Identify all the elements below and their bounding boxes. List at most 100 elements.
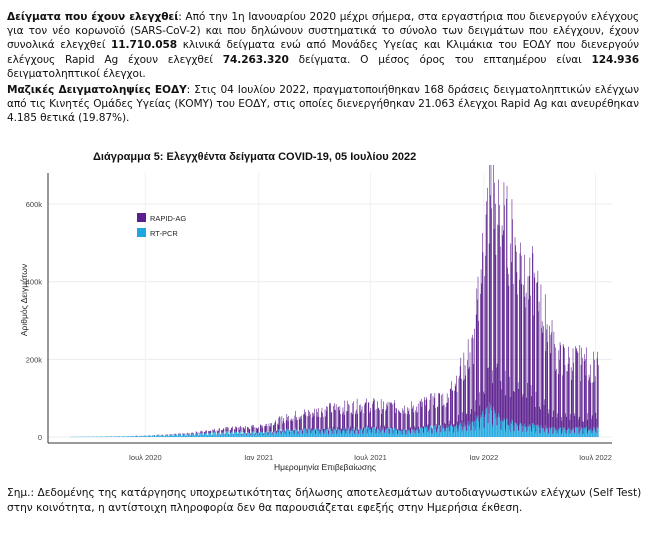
bar-rapid-ag bbox=[577, 352, 579, 428]
bar-rt-pcr bbox=[329, 428, 330, 437]
bar-rt-pcr bbox=[525, 426, 527, 437]
bar-rt-pcr bbox=[207, 435, 209, 437]
bar-rt-pcr bbox=[448, 432, 450, 437]
bar-rt-pcr bbox=[450, 425, 452, 437]
bar-rt-pcr bbox=[130, 436, 132, 437]
bar-rt-pcr bbox=[197, 434, 198, 437]
bar-rapid-ag bbox=[492, 383, 494, 428]
bar-rapid-ag bbox=[206, 430, 207, 434]
bar-rt-pcr bbox=[594, 429, 596, 437]
bar-rt-pcr bbox=[494, 410, 495, 437]
bar-rt-pcr bbox=[356, 429, 357, 437]
bar-rapid-ag bbox=[308, 409, 309, 429]
bar-rt-pcr bbox=[114, 436, 116, 437]
bar-rt-pcr bbox=[297, 434, 299, 437]
bar-rt-pcr bbox=[462, 430, 463, 437]
bar-rapid-ag bbox=[264, 426, 266, 433]
bar-rapid-ag bbox=[165, 434, 167, 436]
bar-rapid-ag bbox=[539, 406, 541, 434]
bar-rt-pcr bbox=[254, 435, 256, 437]
bar-rt-pcr bbox=[332, 434, 333, 437]
bar-rapid-ag bbox=[444, 423, 446, 432]
bar-rt-pcr bbox=[388, 433, 389, 437]
bar-rt-pcr bbox=[180, 434, 182, 437]
bar-rapid-ag bbox=[258, 433, 260, 436]
bar-rapid-ag bbox=[381, 413, 383, 431]
bar-rapid-ag bbox=[475, 400, 476, 429]
bar-rt-pcr bbox=[302, 433, 304, 437]
bar-rt-pcr bbox=[327, 433, 329, 437]
bar-rt-pcr bbox=[148, 435, 150, 437]
bar-rapid-ag bbox=[376, 408, 378, 430]
bar-rapid-ag bbox=[341, 428, 343, 434]
bar-rt-pcr bbox=[410, 433, 412, 437]
bar-rt-pcr bbox=[574, 433, 576, 437]
bar-rapid-ag bbox=[360, 411, 362, 431]
bar-rapid-ag bbox=[334, 403, 335, 429]
bar-rapid-ag bbox=[182, 433, 183, 435]
bar-rt-pcr bbox=[451, 426, 453, 437]
bar-rt-pcr bbox=[237, 434, 238, 437]
bar-rt-pcr bbox=[496, 425, 498, 437]
bar-rapid-ag bbox=[461, 378, 462, 427]
bar-rt-pcr bbox=[596, 427, 598, 437]
bar-rt-pcr bbox=[466, 430, 468, 437]
bar-rt-pcr bbox=[567, 430, 568, 437]
bar-rt-pcr bbox=[420, 427, 421, 437]
bar-rt-pcr bbox=[109, 436, 111, 437]
bar-rapid-ag bbox=[312, 412, 314, 430]
bar-rt-pcr bbox=[204, 433, 206, 437]
bar-rt-pcr bbox=[231, 432, 233, 437]
bar-rt-pcr bbox=[361, 428, 363, 437]
bar-rt-pcr bbox=[569, 428, 570, 437]
bar-rapid-ag bbox=[426, 399, 428, 428]
bar-rapid-ag bbox=[409, 427, 411, 434]
bar-rapid-ag bbox=[258, 427, 259, 433]
bar-rt-pcr bbox=[564, 427, 565, 437]
bar-rapid-ag bbox=[388, 428, 390, 434]
bar-rapid-ag bbox=[519, 279, 520, 426]
bar-rt-pcr bbox=[435, 433, 437, 437]
bar-rapid-ag bbox=[214, 431, 216, 434]
bar-rapid-ag bbox=[553, 331, 555, 428]
bar-rapid-ag bbox=[273, 425, 275, 433]
bar-rapid-ag bbox=[411, 409, 413, 431]
bar-rapid-ag bbox=[596, 358, 598, 428]
bar-rapid-ag bbox=[158, 434, 159, 436]
bar-rt-pcr bbox=[262, 432, 264, 437]
bar-rapid-ag bbox=[299, 419, 301, 431]
bar-rapid-ag bbox=[467, 339, 469, 422]
bar-rt-pcr bbox=[274, 431, 276, 437]
bar-rapid-ag bbox=[266, 423, 267, 432]
bar-rt-pcr bbox=[516, 424, 518, 437]
bar-rapid-ag bbox=[369, 411, 371, 431]
bar-rapid-ag bbox=[423, 425, 425, 433]
bar-rapid-ag bbox=[437, 406, 438, 429]
bar-rapid-ag bbox=[222, 430, 223, 433]
bar-rapid-ag bbox=[311, 417, 313, 432]
bar-rapid-ag bbox=[353, 401, 354, 428]
bar-rapid-ag bbox=[179, 433, 181, 435]
bar-rapid-ag bbox=[521, 284, 523, 426]
bar-rapid-ag bbox=[427, 425, 428, 433]
bar-rt-pcr bbox=[466, 430, 467, 437]
bar-rapid-ag bbox=[271, 433, 273, 436]
bar-rt-pcr bbox=[259, 434, 260, 437]
bar-rapid-ag bbox=[566, 371, 568, 431]
bar-rt-pcr bbox=[336, 434, 338, 437]
bar-rt-pcr bbox=[460, 422, 462, 437]
bar-rapid-ag bbox=[377, 408, 379, 430]
bar-rt-pcr bbox=[430, 425, 431, 437]
bar-rt-pcr bbox=[446, 425, 448, 437]
bar-rt-pcr bbox=[208, 433, 210, 437]
bar-rt-pcr bbox=[580, 428, 582, 437]
bar-rapid-ag bbox=[280, 431, 282, 434]
bar-rapid-ag bbox=[519, 253, 521, 424]
bar-rt-pcr bbox=[380, 432, 381, 437]
bar-rt-pcr bbox=[565, 433, 567, 437]
bar-rapid-ag bbox=[530, 385, 532, 431]
bar-rt-pcr bbox=[522, 431, 524, 437]
y-tick-label: 200k bbox=[26, 355, 43, 364]
bar-rapid-ag bbox=[421, 406, 423, 430]
